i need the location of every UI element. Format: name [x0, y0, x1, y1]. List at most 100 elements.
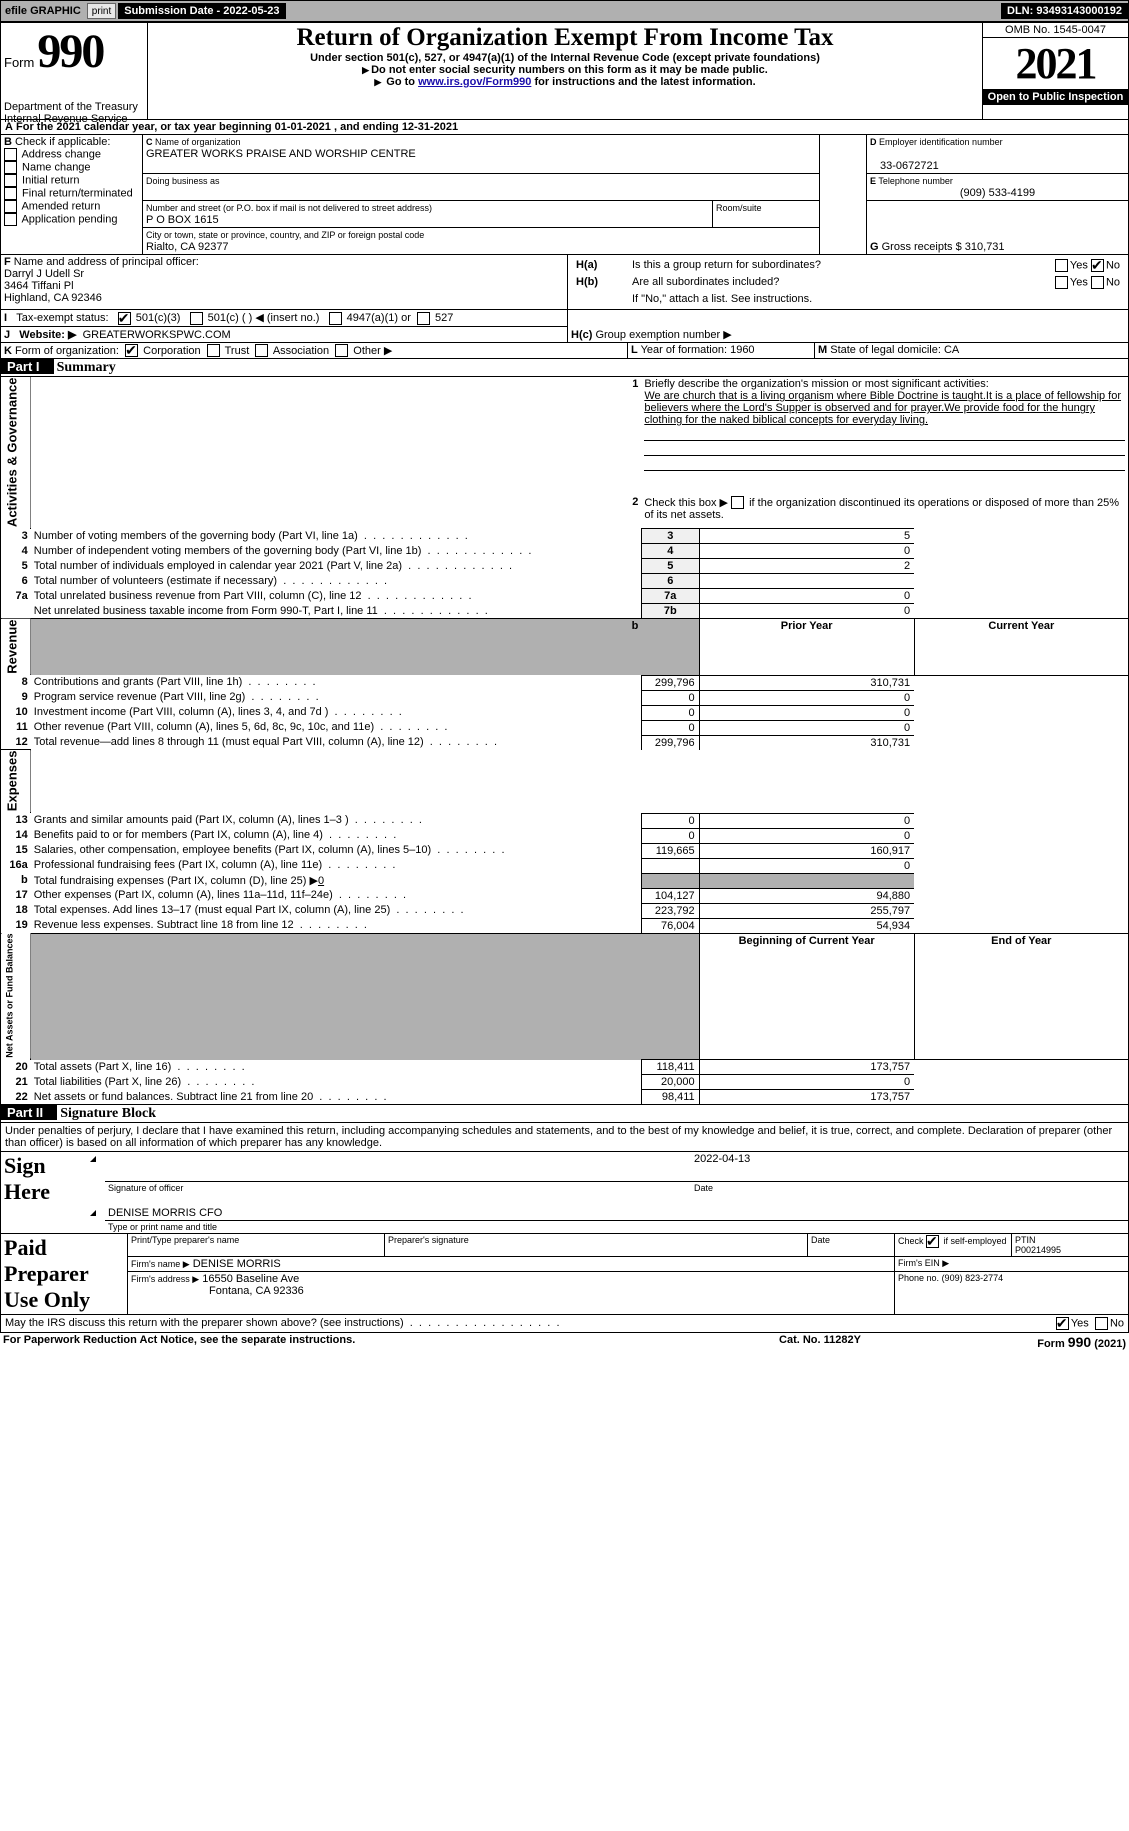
- 4947-checkbox[interactable]: [329, 312, 342, 325]
- line-value: 0: [699, 604, 914, 619]
- corp-checkbox[interactable]: [125, 344, 138, 357]
- firm-city: Fontana, CA 92336: [131, 1285, 304, 1297]
- summary-line: 3Number of voting members of the governi…: [1, 529, 1129, 544]
- 501c-label: 501(c) ( ) ◀ (insert no.): [208, 312, 320, 324]
- discuss-no-checkbox[interactable]: [1095, 1317, 1108, 1330]
- line-text: Net unrelated business taxable income fr…: [31, 604, 642, 619]
- 4947-label: 4947(a)(1) or: [347, 312, 411, 324]
- no-label2: No: [1106, 276, 1120, 288]
- period-text: For the 2021 calendar year, or tax year …: [16, 121, 275, 133]
- irs-link[interactable]: www.irs.gov/Form990: [418, 76, 531, 88]
- dept-label: Department of the Treasury: [4, 101, 144, 113]
- boxb-checkbox[interactable]: [4, 148, 17, 161]
- year-formation-label: Year of formation:: [641, 344, 727, 356]
- period-mid: , and ending: [334, 121, 402, 133]
- goto-pre: Go to: [386, 76, 418, 88]
- col-prior: Prior Year: [699, 619, 914, 676]
- boxb-checkbox[interactable]: [4, 187, 17, 200]
- financial-line: 9Program service revenue (Part VIII, lin…: [1, 690, 1129, 705]
- prior-value: 0: [641, 705, 699, 720]
- ha-no-checkbox[interactable]: [1091, 259, 1104, 272]
- current-value: 0: [699, 813, 914, 828]
- line-text: Grants and similar amounts paid (Part IX…: [31, 813, 642, 828]
- hb-no-checkbox[interactable]: [1091, 276, 1104, 289]
- sig-date: 2022-04-13: [691, 1152, 1129, 1182]
- 501c-checkbox[interactable]: [190, 312, 203, 325]
- org-name: GREATER WORKS PRAISE AND WORSHIP CENTRE: [146, 148, 416, 160]
- q2-checkbox[interactable]: [731, 496, 744, 509]
- omb-number: OMB No. 1545-0047: [983, 23, 1128, 38]
- part1-table: Activities & Governance 1 Briefly descri…: [0, 376, 1129, 1105]
- current-value: 310,731: [699, 735, 914, 750]
- financial-line: 21Total liabilities (Part X, line 26) . …: [1, 1075, 1129, 1090]
- firm-phone-label: Phone no.: [898, 1273, 939, 1283]
- declaration-text: Under penalties of perjury, I declare th…: [0, 1122, 1129, 1151]
- side-governance: Activities & Governance: [1, 377, 31, 529]
- form-id: Form 990 (2021): [923, 1333, 1129, 1351]
- footer: For Paperwork Reduction Act Notice, see …: [0, 1333, 1129, 1351]
- summary-line: 6Total number of volunteers (estimate if…: [1, 574, 1129, 589]
- cat-no: Cat. No. 11282Y: [717, 1333, 923, 1351]
- 501c3-label: 501(c)(3): [136, 312, 181, 324]
- line-text: Contributions and grants (Part VIII, lin…: [31, 675, 642, 690]
- part2-bar: Part II Signature Block: [0, 1105, 1129, 1122]
- yes-label3: Yes: [1071, 1318, 1089, 1330]
- summary-line: 7aTotal unrelated business revenue from …: [1, 589, 1129, 604]
- ha-label: Is this a group return for subordinates?: [629, 258, 1005, 273]
- 501c3-checkbox[interactable]: [118, 312, 131, 325]
- tax-year: 2021: [983, 38, 1128, 89]
- officer-addr2: Highland, CA 92346: [4, 292, 102, 304]
- form-subtitle: Under section 501(c), 527, or 4947(a)(1)…: [151, 52, 979, 64]
- date-label: Date: [691, 1182, 1129, 1207]
- firm-name-label: Firm's name ▶: [131, 1259, 190, 1269]
- top-toolbar: efile GRAPHIC print Submission Date - 20…: [0, 0, 1129, 22]
- status-block: I Tax-exempt status: 501(c)(3) 501(c) ( …: [0, 310, 1129, 343]
- prior-value: 0: [641, 720, 699, 735]
- side-netassets: Net Assets or Fund Balances: [1, 933, 31, 1060]
- ha-yes-checkbox[interactable]: [1055, 259, 1068, 272]
- assoc-checkbox[interactable]: [255, 344, 268, 357]
- discuss-row: May the IRS discuss this return with the…: [0, 1315, 1129, 1333]
- boxb-checkbox[interactable]: [4, 200, 17, 213]
- prior-value: 0: [641, 813, 699, 828]
- discuss-yes-checkbox[interactable]: [1056, 1317, 1069, 1330]
- self-employed-checkbox[interactable]: [926, 1235, 939, 1248]
- no-label: No: [1106, 259, 1120, 271]
- line-value: [699, 574, 914, 589]
- hb-yes-checkbox[interactable]: [1055, 276, 1068, 289]
- current-value: 255,797: [699, 903, 914, 918]
- summary-line: 5Total number of individuals employed in…: [1, 559, 1129, 574]
- goto-post: for instructions and the latest informat…: [534, 76, 755, 88]
- prior-value: 299,796: [641, 735, 699, 750]
- line-text: Number of independent voting members of …: [31, 544, 642, 559]
- boxb-item: Initial return: [4, 174, 139, 187]
- hb-label: Are all subordinates included?: [629, 275, 1005, 290]
- boxb-checkbox[interactable]: [4, 174, 17, 187]
- boxb-checkbox[interactable]: [4, 161, 17, 174]
- financial-line: 10Investment income (Part VIII, column (…: [1, 705, 1129, 720]
- line-text: Other revenue (Part VIII, column (A), li…: [31, 720, 642, 735]
- note-ssn: Do not enter social security numbers on …: [362, 64, 768, 76]
- line-text: Total number of individuals employed in …: [31, 559, 642, 574]
- line-text: Total assets (Part X, line 16) . . . . .…: [31, 1060, 642, 1075]
- prior-value: 0: [641, 828, 699, 843]
- print-button[interactable]: print: [87, 3, 116, 19]
- 527-checkbox[interactable]: [417, 312, 430, 325]
- other-checkbox[interactable]: [335, 344, 348, 357]
- net-h1: Beginning of Current Year: [699, 933, 914, 1060]
- boxb-item: Address change: [4, 148, 139, 161]
- year-formation-value: 1960: [730, 344, 754, 356]
- trust-checkbox[interactable]: [207, 344, 220, 357]
- line-box: 3: [641, 529, 699, 544]
- officer-name: Darryl J Udell Sr: [4, 268, 84, 280]
- street-value: P O BOX 1615: [146, 214, 219, 226]
- current-value: 173,757: [699, 1090, 914, 1105]
- current-value: 0: [699, 1075, 914, 1090]
- prior-value: 223,792: [641, 903, 699, 918]
- boxb-checkbox[interactable]: [4, 213, 17, 226]
- 527-label: 527: [435, 312, 453, 324]
- efile-label: efile GRAPHIC: [1, 5, 85, 17]
- current-value: 310,731: [699, 675, 914, 690]
- discuss-text: May the IRS discuss this return with the…: [5, 1317, 1056, 1330]
- current-value: 0: [699, 828, 914, 843]
